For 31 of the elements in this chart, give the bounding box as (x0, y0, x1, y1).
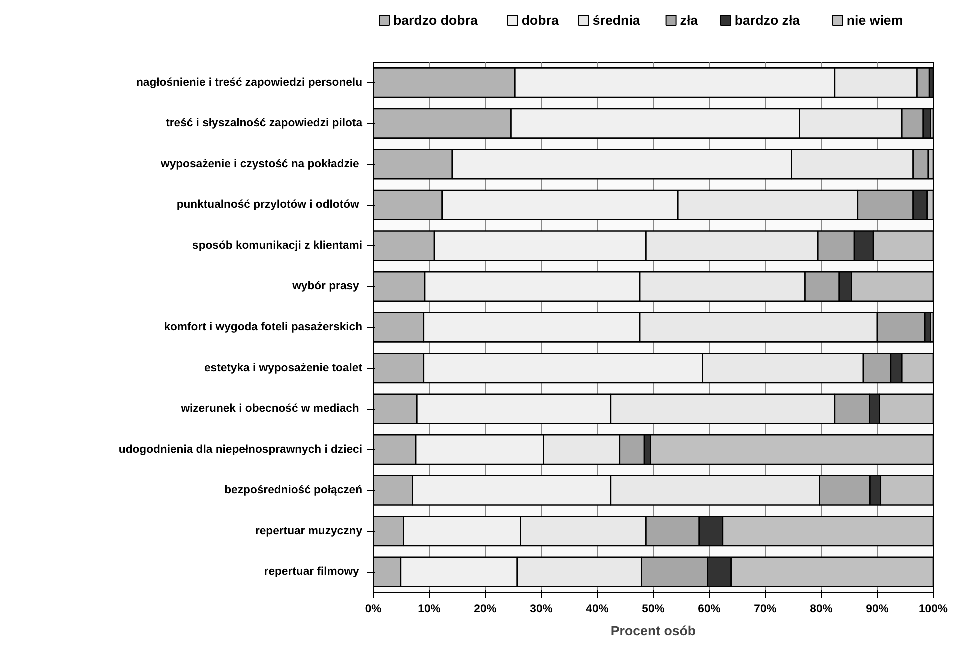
y-tick-label: bezpośredniość połączeń (224, 484, 363, 497)
x-tick-label: 80% (810, 604, 833, 616)
y-tick-label: wybór prasy (292, 280, 360, 293)
y-tick-label: wizerunek i obecność w mediach (180, 403, 360, 416)
y-tick-label: repertuar muzyczny (255, 525, 364, 538)
legend-label: bardzo zła (734, 13, 801, 28)
y-tick-label: wyposażenie i czystość na pokładzie (160, 158, 360, 170)
x-tick-label: 20% (474, 604, 497, 616)
legend-label: bardzo dobra (394, 13, 478, 28)
x-tick-label: 0% (365, 604, 382, 616)
y-tick-label: repertuar filmowy (264, 566, 360, 578)
y-tick-label: punktualność przylotów i odlotów (176, 199, 360, 212)
y-tick-label: sposób komunikacji z klientami (192, 240, 362, 252)
x-tick-label: 90% (866, 604, 889, 616)
legend-label: średnia (592, 13, 641, 28)
x-tick-label: 30% (530, 604, 553, 616)
x-tick-label: 10% (418, 604, 441, 616)
legend-label: nie wiem (846, 13, 904, 28)
x-tick-label: 70% (754, 604, 777, 616)
y-tick-label: komfort i wygoda foteli pasażerskich (164, 322, 363, 334)
x-tick-label: 60% (698, 604, 721, 616)
legend-label: dobra (522, 13, 560, 28)
x-tick-label: 100% (919, 604, 948, 616)
y-tick-label: udogodnienia dla niepełnosprawnych i dzieci (118, 444, 363, 456)
y-tick-label: estetyka i wyposażenie toalet (204, 362, 363, 374)
x-tick-label: 40% (586, 604, 609, 616)
legend-label: zła (680, 13, 699, 28)
x-axis-title: Procent osób (610, 624, 696, 638)
y-tick-label: nagłośnienie i treść zapowiedzi personelu (136, 76, 363, 89)
x-tick-label: 50% (642, 604, 665, 616)
y-tick-label: treść i słyszalność zapowiedzi pilota (166, 118, 364, 130)
